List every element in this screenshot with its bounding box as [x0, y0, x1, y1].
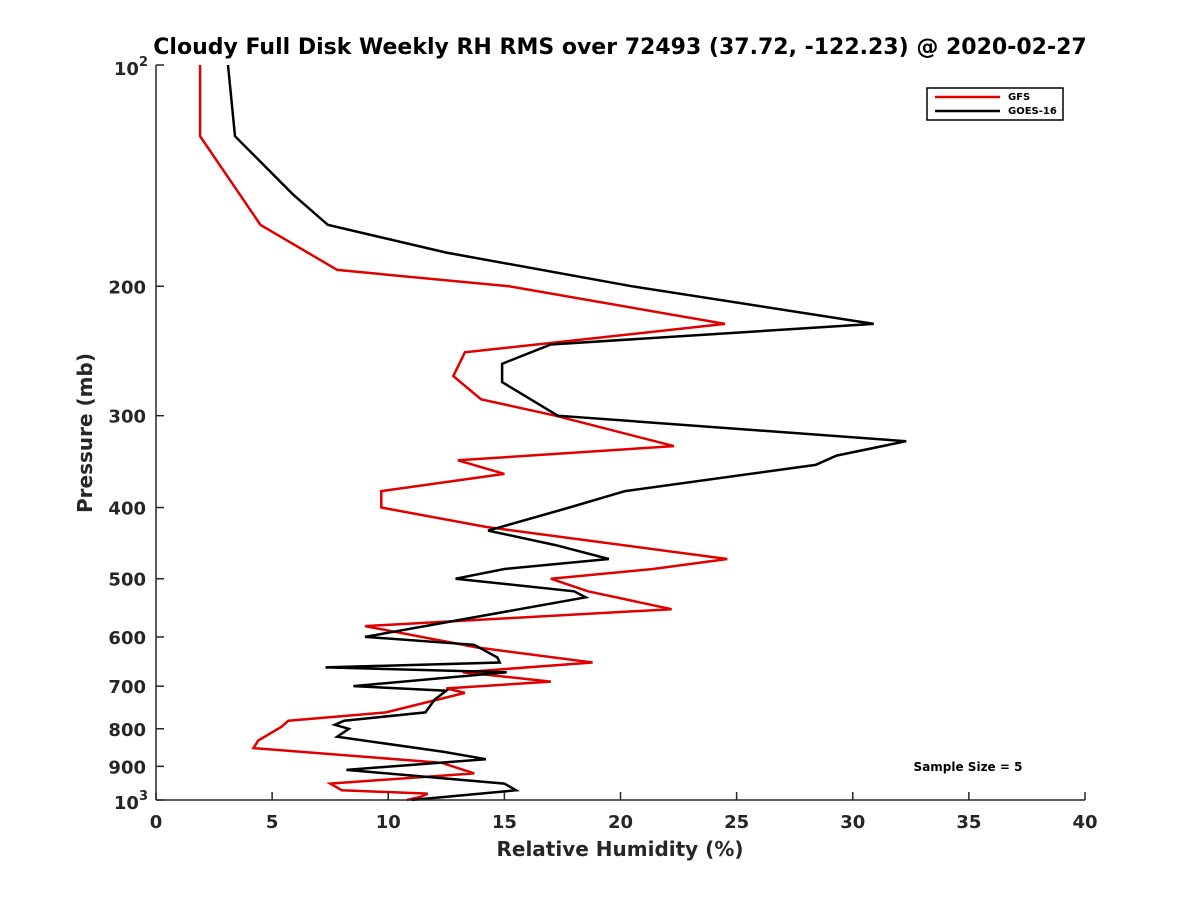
x-axis-label: Relative Humidity (%): [496, 837, 743, 861]
series-line-goes16: [226, 64, 907, 802]
x-tick-label-0: 0: [150, 812, 163, 833]
x-tick-label-30: 30: [840, 812, 865, 833]
x-axis-ticks: 0 5 10 15 20 25 30 35 40: [150, 792, 1098, 833]
y-axis-label: Pressure (mb): [73, 353, 97, 513]
x-tick-label-10: 10: [376, 812, 401, 833]
x-tick-label-40: 40: [1072, 812, 1097, 833]
y-tick-label-500: 500: [108, 570, 146, 591]
y-tick-label-top: 102: [114, 55, 148, 80]
y-tick-label-800: 800: [108, 720, 146, 741]
x-tick-label-5: 5: [266, 812, 279, 833]
legend-label-gfs: GFS: [1008, 92, 1030, 103]
y-tick-label-400: 400: [108, 499, 146, 520]
y-tick-label-300: 300: [108, 407, 146, 428]
y-axis-ticks: 200 300 400 500 600 700 800 900: [108, 64, 164, 801]
x-tick-label-15: 15: [492, 812, 517, 833]
sample-size-annotation: Sample Size = 5: [914, 760, 1023, 774]
y-tick-label-200: 200: [108, 277, 146, 298]
chart-title: Cloudy Full Disk Weekly RH RMS over 7249…: [153, 35, 1086, 60]
legend-label-goes16: GOES-16: [1008, 106, 1057, 117]
x-tick-label-20: 20: [608, 812, 633, 833]
series-layer: [198, 64, 907, 802]
y-tick-label-600: 600: [108, 628, 146, 649]
y-tick-label-bottom: 103: [114, 789, 148, 814]
x-tick-label-25: 25: [724, 812, 749, 833]
legend: GFS GOES-16: [926, 87, 1064, 121]
y-tick-label-900: 900: [108, 757, 146, 778]
x-tick-label-35: 35: [956, 812, 981, 833]
y-tick-label-700: 700: [108, 677, 146, 698]
series-line-gfs: [198, 65, 728, 802]
legend-box: [926, 87, 1064, 121]
